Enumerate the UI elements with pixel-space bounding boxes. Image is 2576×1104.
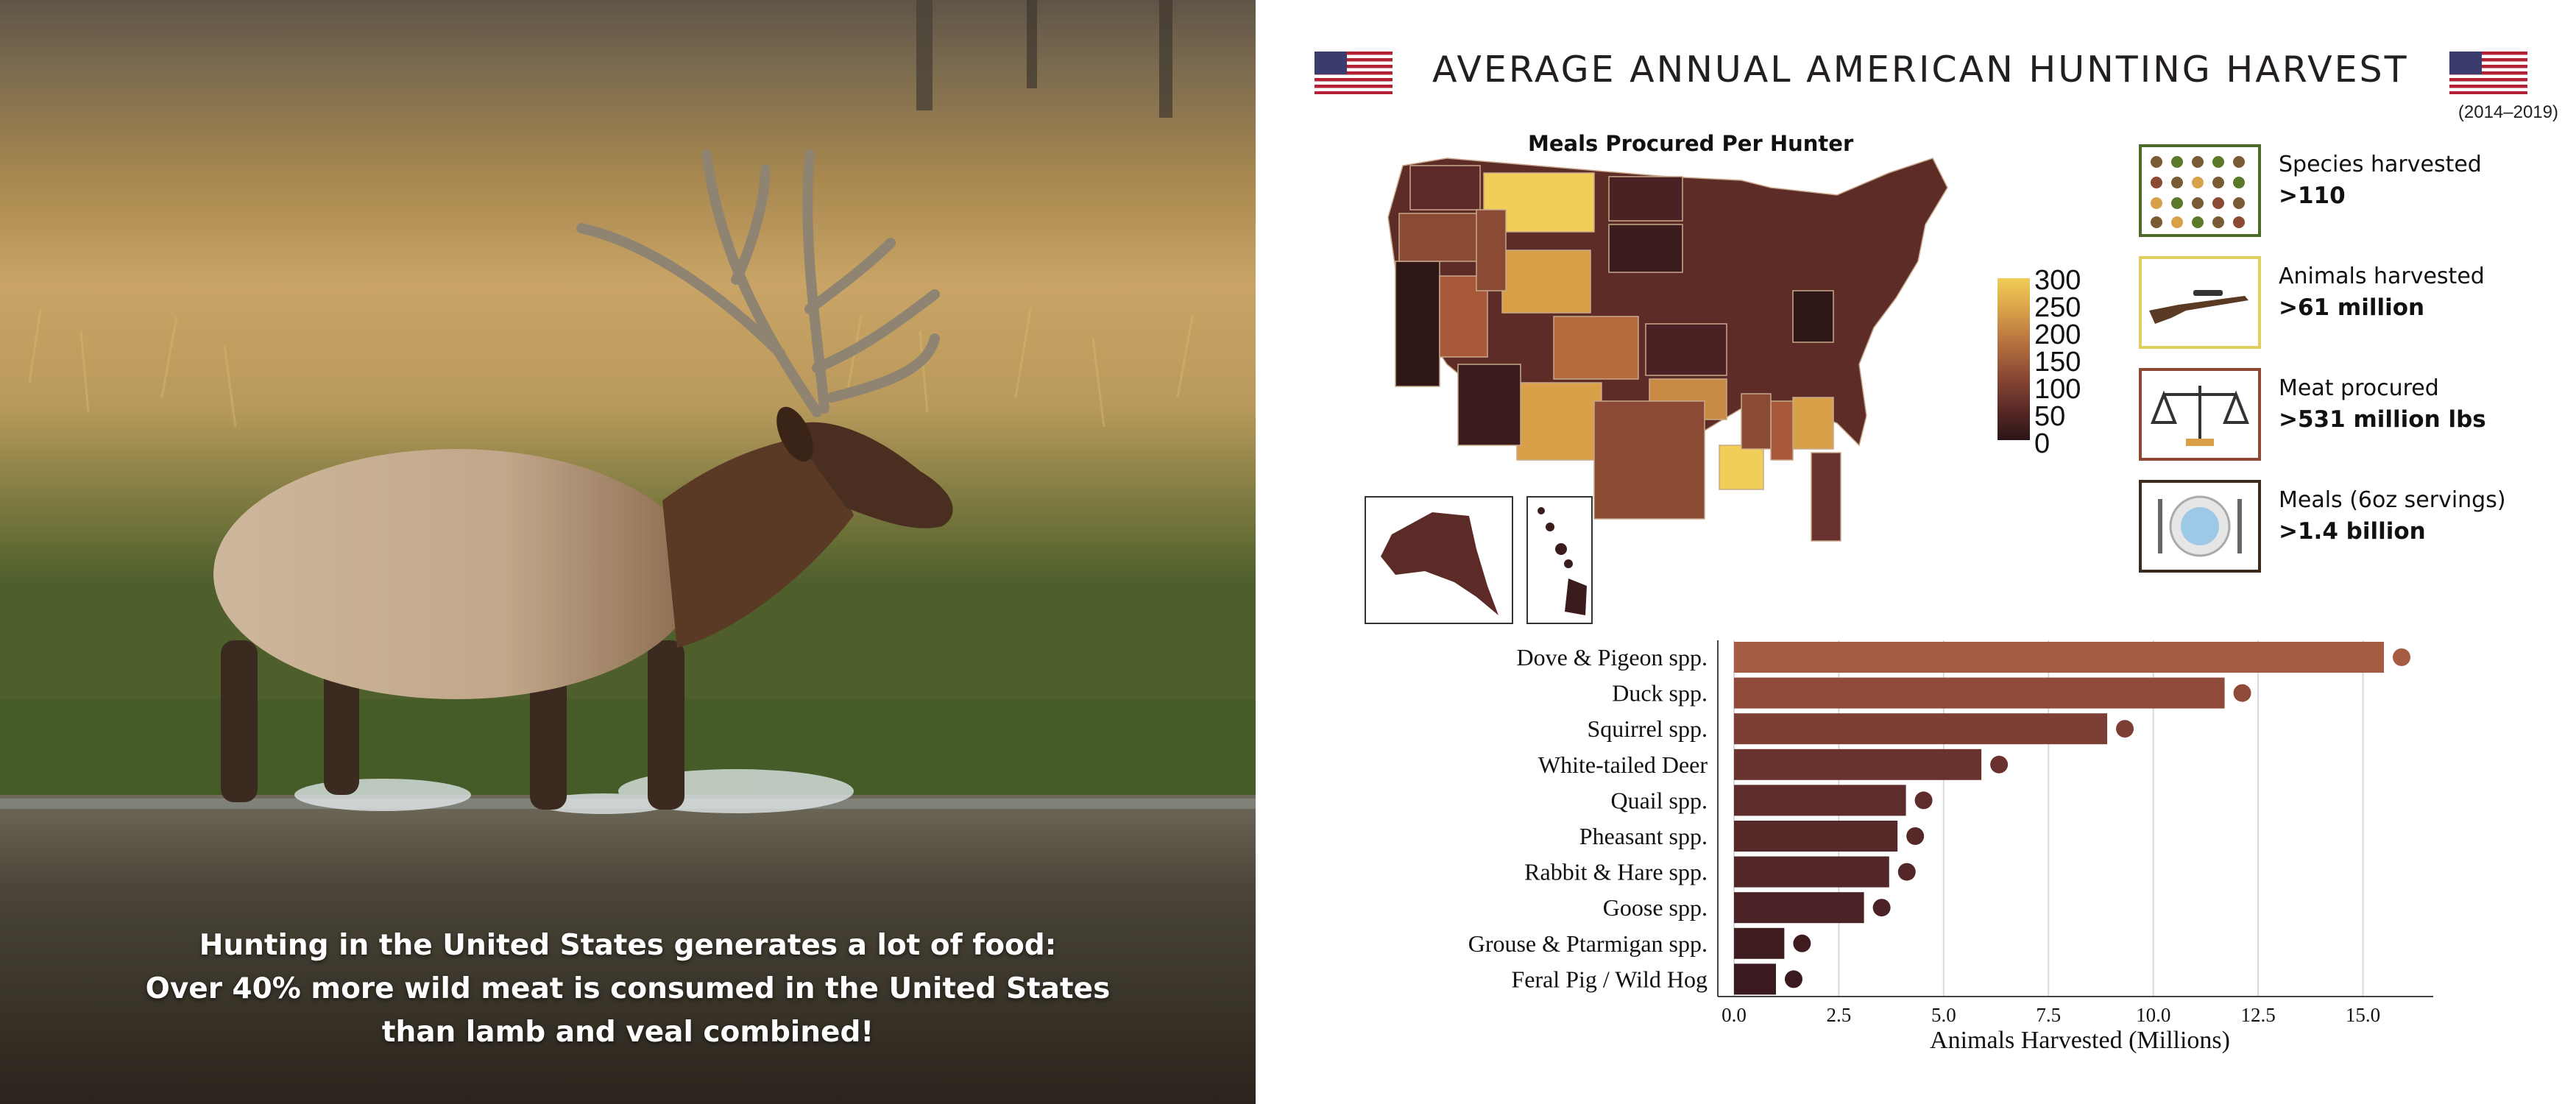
- stat-value: >531 million lbs: [2279, 406, 2486, 433]
- colorbar-tick: 50: [2034, 401, 2066, 432]
- map-inset-alaska: [1365, 496, 1513, 624]
- map-state-south-dakota: [1608, 224, 1683, 273]
- map-title: Meals Procured Per Hunter: [1528, 131, 1854, 156]
- x-tick-label: 10.0: [2136, 1004, 2170, 1026]
- info-panel: AVERAGE ANNUAL AMERICAN HUNTING HARVEST …: [1256, 0, 2576, 1104]
- bar: [1734, 749, 1982, 780]
- stat-label: Animals harvested: [2279, 263, 2485, 289]
- x-tick-label: 15.0: [2346, 1004, 2380, 1026]
- stat-animals: Animals harvested >61 million: [2279, 262, 2485, 324]
- map-state-colorado: [1553, 316, 1639, 380]
- stat-value: >61 million: [2279, 294, 2425, 321]
- stat-meals: Meals (6oz servings) >1.4 billion: [2279, 486, 2506, 548]
- category-label: Duck spp.: [1612, 680, 1708, 707]
- map-state-california: [1395, 261, 1440, 387]
- category-label: Grouse & Ptarmigan spp.: [1468, 930, 1708, 957]
- animal-silhouette-icon: [1793, 934, 1811, 952]
- colorbar-tick: 300: [2034, 265, 2081, 296]
- bar: [1734, 713, 2108, 745]
- x-tick-label: 5.0: [1931, 1004, 1956, 1026]
- animal-silhouette-icon: [1906, 827, 1925, 845]
- map-state-idaho: [1476, 209, 1507, 291]
- bar: [1734, 963, 1776, 995]
- bar: [1734, 785, 1906, 816]
- map-state-ohio: [1792, 290, 1834, 343]
- bar: [1734, 927, 1785, 959]
- map-state-arizona: [1457, 364, 1521, 446]
- category-label: Feral Pig / Wild Hog: [1511, 966, 1708, 992]
- map-state-georgia: [1792, 397, 1834, 450]
- x-tick-label: 12.5: [2240, 1004, 2275, 1026]
- category-label: Squirrel spp.: [1587, 715, 1708, 742]
- x-tick-label: 2.5: [1827, 1004, 1852, 1026]
- x-tick-label: 7.5: [2036, 1004, 2061, 1026]
- wildlife-species-icon: [2139, 144, 2261, 237]
- stat-label: Meat procured: [2279, 375, 2439, 401]
- x-tick-label: 0.0: [1722, 1004, 1747, 1026]
- elk-photo: Hunting in the United States generates a…: [0, 0, 1256, 1104]
- bar: [1734, 856, 1889, 888]
- animal-silhouette-icon: [2116, 720, 2134, 738]
- map-state-alabama: [1770, 400, 1794, 461]
- map-state-wyoming: [1501, 250, 1591, 314]
- elk-river-scene: [0, 0, 1256, 1104]
- us-flag-icon: [2449, 52, 2527, 94]
- scale-icon: [2139, 368, 2261, 461]
- map-state-texas: [1593, 400, 1705, 520]
- stat-label: Species harvested: [2279, 152, 2482, 177]
- stat-value: >1.4 billion: [2279, 518, 2426, 545]
- category-label: White-tailed Deer: [1538, 751, 1708, 778]
- map-state-kansas: [1645, 323, 1727, 376]
- stat-species: Species harvested >110: [2279, 150, 2482, 212]
- stat-value: >110: [2279, 183, 2346, 209]
- animal-silhouette-icon: [1990, 755, 2009, 774]
- harvest-bar-chart: 0.0 2.5 5.0 7.5 10.0 12.5 15.0 Dove & Pigeon sp…: [1468, 640, 2433, 1054]
- us-choropleth-map: [1387, 158, 1948, 542]
- colorbar-tick: 200: [2034, 319, 2081, 350]
- animal-silhouette-icon: [1897, 863, 1916, 881]
- time-period: (2014–2019): [2458, 102, 2558, 122]
- alaska-shape: [1381, 512, 1498, 615]
- animal-silhouette-icon: [1872, 899, 1891, 917]
- colorbar: [1998, 278, 2030, 440]
- map-state-oregon: [1398, 213, 1485, 262]
- animal-silhouette-icon: [1914, 791, 1933, 810]
- category-label: Goose spp.: [1603, 894, 1708, 921]
- colorbar-tick: 150: [2034, 347, 2081, 378]
- stat-meat: Meat procured >531 million lbs: [2279, 374, 2486, 436]
- rifle-icon: [2139, 256, 2261, 349]
- page-title: AVERAGE ANNUAL AMERICAN HUNTING HARVEST: [1432, 49, 2409, 91]
- category-label: Rabbit & Hare spp.: [1524, 859, 1708, 885]
- bar: [1734, 642, 2385, 673]
- category-label: Pheasant spp.: [1579, 823, 1708, 849]
- bar: [1734, 821, 1898, 852]
- bar: [1734, 892, 1864, 924]
- hawaii-shape: [1538, 507, 1587, 615]
- caption-line: Over 40% more wild meat is consumed in t…: [145, 972, 1111, 1005]
- animal-silhouette-icon: [2233, 684, 2251, 702]
- map-state-florida: [1811, 452, 1841, 542]
- map-state-washington: [1409, 165, 1481, 210]
- map-state-mississippi: [1741, 393, 1772, 450]
- category-label: Quail spp.: [1610, 787, 1708, 813]
- stat-label: Meals (6oz servings): [2279, 487, 2506, 513]
- map-inset-hawaii: [1526, 496, 1593, 624]
- animal-silhouette-icon: [2393, 648, 2411, 666]
- x-axis-title: Animals Harvested (Millions): [1930, 1027, 2230, 1054]
- bar: [1734, 677, 2225, 709]
- map-state-new-mexico: [1516, 382, 1602, 461]
- plate-cutlery-icon: [2139, 480, 2261, 573]
- caption-line: Hunting in the United States generates a…: [199, 929, 1057, 962]
- category-label: Dove & Pigeon spp.: [1516, 644, 1708, 670]
- animal-silhouette-icon: [1784, 970, 1802, 988]
- colorbar-tick: 100: [2034, 374, 2081, 405]
- map-state-north-dakota: [1608, 176, 1683, 222]
- caption-line: than lamb and veal combined!: [381, 1016, 874, 1049]
- map-state-louisiana: [1719, 445, 1764, 490]
- photo-caption: Hunting in the United States generates a…: [125, 924, 1130, 1054]
- us-flag-icon: [1314, 52, 1393, 94]
- colorbar-tick: 0: [2034, 428, 2050, 459]
- colorbar-tick: 250: [2034, 292, 2081, 323]
